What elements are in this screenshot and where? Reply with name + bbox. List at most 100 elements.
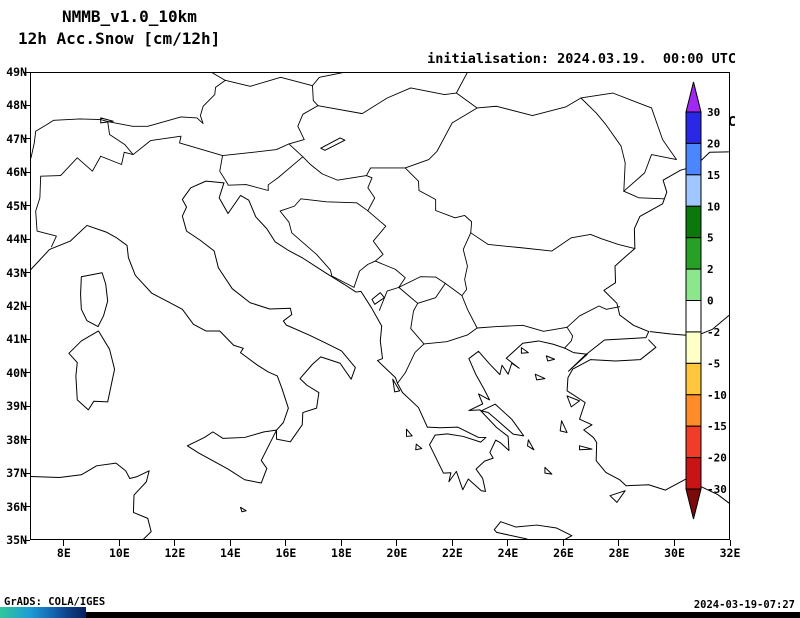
lat-axis-label: 36N xyxy=(6,499,27,514)
lon-axis-tick xyxy=(285,540,287,546)
border-path xyxy=(397,343,425,384)
lon-axis-label: 14E xyxy=(220,546,241,560)
border-path xyxy=(367,210,387,262)
colorbar-segment xyxy=(685,331,702,364)
lon-axis-label: 26E xyxy=(553,546,574,560)
lon-axis-label: 24E xyxy=(497,546,519,560)
colorbar-tick-label: 30 xyxy=(707,106,720,119)
border-path xyxy=(476,97,582,117)
border-path xyxy=(302,156,367,181)
lon-axis-tick xyxy=(118,540,120,546)
border-path xyxy=(312,73,344,87)
lon-axis-label: 12E xyxy=(164,546,186,560)
coast-path xyxy=(520,347,529,354)
lat-axis-tick xyxy=(23,272,30,274)
colorbar-tick-label: 5 xyxy=(707,232,714,245)
border-path xyxy=(353,260,376,288)
border-path xyxy=(398,276,446,288)
colorbar-segment xyxy=(685,394,702,427)
coast-path xyxy=(559,420,568,433)
coast-path xyxy=(68,330,116,411)
lon-axis-label: 28E xyxy=(608,546,630,560)
lat-axis-tick xyxy=(23,372,30,374)
lake-path xyxy=(320,137,346,151)
lon-axis-tick xyxy=(618,540,620,546)
map-frame xyxy=(30,72,730,540)
border-path xyxy=(461,295,478,329)
lake-path xyxy=(371,292,385,305)
coast-path xyxy=(415,443,423,451)
lon-axis-label: 8E xyxy=(56,546,71,560)
border-path xyxy=(476,324,568,332)
border-path xyxy=(455,73,468,94)
colorbar-tick-label: -30 xyxy=(707,483,727,496)
lake-path xyxy=(100,117,114,124)
lat-axis-tick xyxy=(23,439,30,441)
colorbar-segment xyxy=(685,142,702,176)
lat-axis-label: 46N xyxy=(6,165,27,180)
border-path xyxy=(107,79,226,127)
border-path xyxy=(444,282,463,297)
colorbar-tick-label: 15 xyxy=(707,169,720,182)
border-path xyxy=(580,92,677,192)
colorbar-tick-label: 10 xyxy=(707,200,720,213)
lat-axis-label: 41N xyxy=(6,332,27,347)
colorbar-arrow-bottom xyxy=(685,488,702,520)
lat-axis-label: 44N xyxy=(6,232,27,247)
border-path xyxy=(53,118,109,123)
colorbar-segment xyxy=(685,237,702,270)
lon-axis-tick xyxy=(396,540,398,546)
coastlines-group xyxy=(31,151,729,539)
lat-axis-tick xyxy=(23,71,30,73)
grads-credit: GrADS: COLA/IGES xyxy=(4,596,106,608)
lon-axis-label: 20E xyxy=(386,546,408,560)
coast-path xyxy=(186,429,277,484)
border-path xyxy=(580,97,626,192)
colorbar-tick-label: -10 xyxy=(707,389,727,402)
bottom-bar xyxy=(0,612,800,618)
colorbar-tick-label: 2 xyxy=(707,263,714,276)
lat-axis-label: 40N xyxy=(6,365,27,380)
colorbar-segment xyxy=(685,457,702,490)
colorbar-tick-label: -20 xyxy=(707,452,727,465)
border-path xyxy=(404,167,473,234)
border-path xyxy=(398,286,419,304)
lat-axis-label: 37N xyxy=(6,466,27,481)
border-path xyxy=(461,232,472,297)
lon-axis-label: 22E xyxy=(442,546,463,560)
lon-axis-tick xyxy=(673,540,675,546)
lat-axis-tick xyxy=(23,539,30,541)
coast-path xyxy=(218,182,428,428)
coast-path xyxy=(426,331,650,492)
generation-timestamp: 2024-03-19-07:27 xyxy=(693,599,795,611)
lon-axis-label: 18E xyxy=(331,546,352,560)
lat-axis-tick xyxy=(23,338,30,340)
lat-axis-tick xyxy=(23,138,30,140)
border-path xyxy=(317,87,457,115)
map-canvas xyxy=(31,73,729,539)
border-path xyxy=(423,327,478,345)
colorbar-tick-label: 20 xyxy=(707,137,720,150)
model-title: NMMB_v1.0_10km xyxy=(62,7,197,26)
border-path xyxy=(404,107,478,169)
coast-path xyxy=(603,151,729,333)
colorbar-segment xyxy=(685,205,702,239)
field-title: 12h Acc.Snow [cm/12h] xyxy=(18,29,221,48)
lat-axis-tick xyxy=(23,205,30,207)
lon-axis-tick xyxy=(562,540,564,546)
colorbar-tick-label: -2 xyxy=(707,326,720,339)
grads-logo-icon xyxy=(0,607,86,618)
lat-axis-tick xyxy=(23,305,30,307)
coast-path xyxy=(31,462,152,539)
coast-path xyxy=(240,506,247,513)
coast-path xyxy=(80,272,109,328)
lat-axis-label: 43N xyxy=(6,265,27,280)
lat-axis-label: 38N xyxy=(6,432,27,447)
lat-axis-tick xyxy=(23,238,30,240)
border-path xyxy=(107,121,134,155)
coast-path xyxy=(566,395,581,408)
lon-axis-label: 30E xyxy=(664,546,685,560)
lat-axis-label: 42N xyxy=(6,299,27,313)
